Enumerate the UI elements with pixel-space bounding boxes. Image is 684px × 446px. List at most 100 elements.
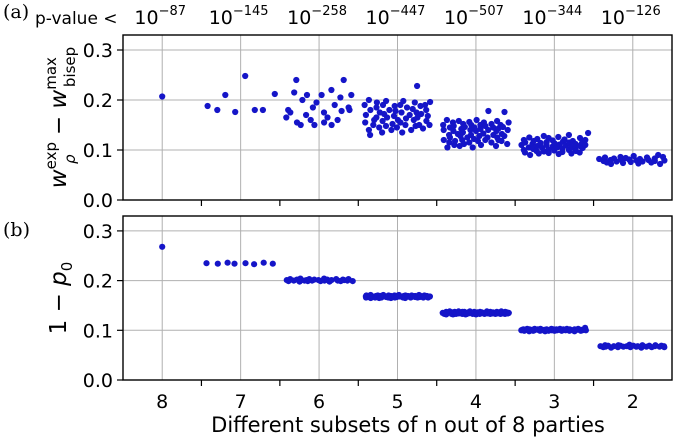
data-point [242,72,249,80]
y-tick-label: 0.0 [83,370,113,392]
y-axis: 0.0 0.1 0.2 0.3 [83,221,123,392]
data-point [293,76,300,84]
data-point [485,126,492,134]
data-point [619,159,627,167]
data-point [423,106,430,114]
x-axis [200,380,595,386]
data-point [291,89,298,96]
data-point [639,158,646,165]
data-point [373,99,380,106]
data-point [313,99,320,106]
data-point [522,139,529,146]
data-point [204,102,211,110]
data-point [307,116,314,124]
data-point [473,116,480,124]
data-points [159,243,668,351]
data-point [440,136,447,144]
data-point [627,158,634,166]
data-point [504,126,511,134]
data-point [159,243,166,250]
panel-label: (b) [3,219,30,241]
data-point [443,116,450,124]
data-point [397,119,404,126]
pvalue-label: 10−87 [134,4,186,29]
data-point [398,109,405,116]
data-point [383,97,390,105]
pvalue-prefix: p-value < [35,9,118,29]
data-point [311,121,318,129]
data-point [386,106,393,114]
data-point [413,109,420,116]
y-tick-label: 0.3 [83,221,113,243]
y-tick-label: 0.0 [83,190,113,212]
data-point [303,91,311,99]
data-point [419,125,427,132]
y-axis: 0.0 0.1 0.2 0.3 [83,40,123,212]
data-point [477,125,484,133]
data-point [348,91,355,99]
data-point [582,136,589,144]
data-point [540,132,547,140]
data-point [376,124,383,131]
data-point [232,108,239,116]
data-point [287,109,294,116]
data-point [501,108,508,116]
data-point [459,129,466,136]
data-point [576,134,584,142]
data-point [324,114,331,121]
x-tick-label: 2 [627,391,639,413]
data-point [399,129,406,136]
data-point [494,117,501,125]
data-point [388,126,395,134]
y-tick-label: 0.3 [83,40,113,62]
data-point [555,133,562,141]
data-point [373,104,380,111]
data-point [655,151,662,159]
plot-frame [122,215,673,381]
data-point [613,158,620,165]
data-points [159,72,668,168]
data-point [365,96,372,104]
data-point [403,104,411,111]
data-point [222,91,229,99]
data-point [361,101,368,109]
data-point [485,107,492,115]
data-point [337,94,344,101]
panel-b: 0.0 0.1 0.2 0.3 (b) 1 − p0 8 7 6 5 4 3 2 [3,215,673,413]
data-point [251,106,258,114]
data-point [504,140,511,148]
data-point [477,141,485,149]
x-tick-label: 3 [548,391,560,413]
data-point [440,126,447,134]
data-point [269,260,276,267]
data-point [297,121,304,129]
data-point [328,86,335,94]
data-point [582,327,590,334]
data-point [446,134,453,141]
data-point [607,160,615,168]
pvalue-label: 10−258 [287,4,347,29]
data-point [384,114,391,121]
data-point [446,139,453,146]
data-point [349,278,356,285]
data-point [461,123,468,131]
data-point [379,129,386,136]
pvalue-label: 10−344 [522,4,582,29]
x-tick-label: 4 [470,391,482,413]
pvalue-row: p-value < 10−87 10−145 10−258 10−447 10−507 10… [35,4,661,29]
data-point [328,121,335,129]
pvalue-label: 10−507 [444,4,504,29]
data-point [408,126,415,134]
panel-a: 0.0 0.1 0.2 0.3 (a) wexpρ − wmaxbisep [3,1,673,212]
data-point [601,154,609,161]
data-point [426,293,433,300]
data-point [224,259,231,266]
data-point [390,112,398,120]
data-point [309,104,316,111]
data-point [585,129,592,137]
data-point [214,260,221,267]
data-point [338,107,345,115]
data-point [365,126,372,134]
data-point [444,144,451,151]
data-point [521,149,529,156]
